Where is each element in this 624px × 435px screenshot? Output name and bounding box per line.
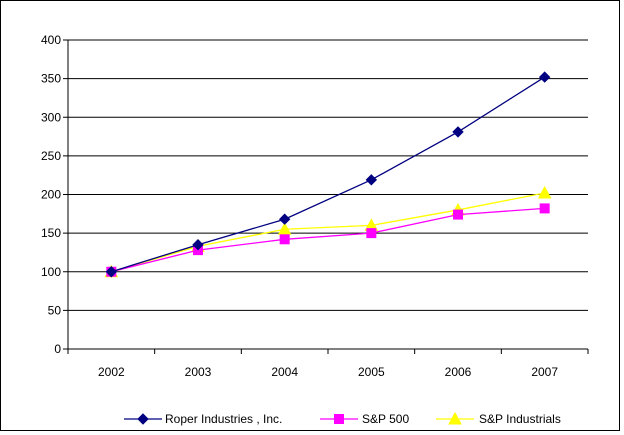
legend-label: S&P 500 [362,412,409,426]
data-point [277,222,292,235]
y-tick-label: 250 [41,149,61,163]
y-tick-label: 150 [41,226,61,240]
x-tick-label: 2002 [98,365,125,379]
series-lines [104,71,552,278]
series-line [111,192,545,273]
y-tick-label: 100 [41,265,61,279]
legend-item: Roper Industries , Inc. [124,412,282,426]
series-line [111,207,545,273]
x-tick-label: 2003 [185,365,212,379]
y-tick-label: 300 [41,110,61,124]
legend-label: Roper Industries , Inc. [165,412,282,426]
legend-marker [334,414,344,424]
y-tick-label: 200 [41,188,61,202]
data-point [366,228,377,239]
x-tick-labels: 2002 2003 2004 2005 2006 2007 [98,365,558,379]
x-tick-label: 2006 [445,365,472,379]
series-1 [106,203,550,277]
data-point [279,234,290,245]
gridlines [68,39,588,311]
data-point [539,203,550,214]
series-2 [104,185,552,278]
y-tick-label: 350 [41,72,61,86]
data-point [278,213,291,225]
legend-marker [448,411,462,425]
data-point [537,185,552,199]
axes [63,39,589,354]
data-point [105,266,118,278]
legend-label: S&P Industrials [479,412,561,426]
series-line [111,76,546,273]
data-point [538,71,551,83]
data-point [365,174,378,186]
x-tick-label: 2007 [531,365,558,379]
data-point [453,209,463,220]
series-0 [105,71,551,278]
legend-item: S&P Industrials [436,411,561,426]
legend-marker [137,413,149,425]
y-tick-labels: 0 50 100 150 200 250 300 350 400 [41,33,61,356]
y-tick-label: 50 [48,303,62,317]
x-tick-label: 2005 [358,365,385,379]
y-tick-label: 0 [54,342,61,356]
legend-item: S&P 500 [320,412,409,426]
legend: Roper Industries , Inc. S&P 500 S&P Indust… [124,411,561,426]
data-point [192,239,204,251]
data-point [452,126,464,138]
x-tick-label: 2004 [271,365,298,379]
y-tick-label: 400 [41,33,61,47]
